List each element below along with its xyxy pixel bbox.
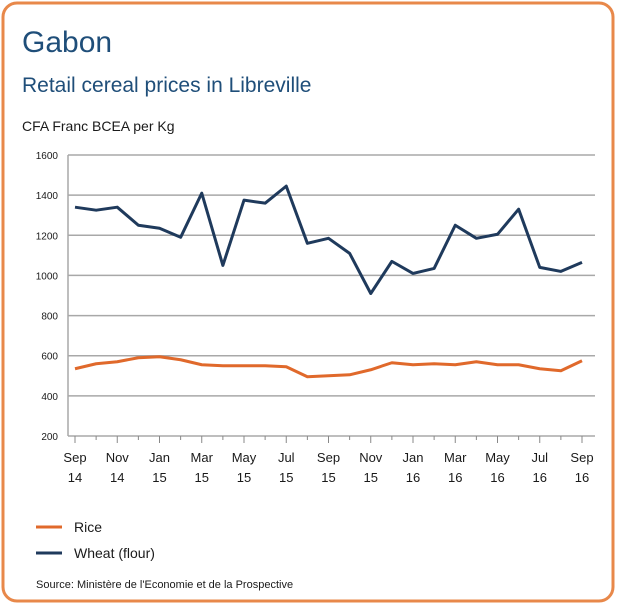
x-tick-label: May [485,450,510,465]
x-tick-label: 15 [279,470,293,485]
x-tick-label: Jan [403,450,424,465]
legend-label: Wheat (flour) [74,545,155,561]
y-tick-label: 800 [41,312,58,323]
x-tick-label: 16 [575,470,589,485]
x-tick-label: 15 [237,470,251,485]
legend-label: Rice [74,519,102,535]
x-tick-label: Sep [63,450,86,465]
source: Source: Ministère de l'Economie et de la… [36,579,293,591]
x-tick-label: 14 [110,470,124,485]
x-tick-label: Jan [149,450,170,465]
x-tick-label: Jul [278,450,295,465]
x-tick-label: Mar [444,450,467,465]
y-tick-label: 1400 [36,191,59,202]
chart-title: Gabon [22,26,112,59]
y-tick-label: 1200 [36,231,59,242]
x-tick-label: Sep [570,450,593,465]
y-axis-label: CFA Franc BCEA per Kg [22,118,175,134]
x-tick-label: 15 [364,470,378,485]
y-tick-label: 1000 [36,271,59,282]
x-tick-label: 16 [448,470,462,485]
line-series [74,355,583,379]
x-tick-label: 15 [321,470,335,485]
y-tick-label: 600 [41,352,58,363]
x-tick-label: Jul [531,450,548,465]
x-tick-label: 16 [406,470,420,485]
x-tick-label: Nov [359,450,383,465]
x-tick-label: 15 [152,470,166,485]
y-tick-label: 1600 [36,151,59,162]
x-tick-label: 16 [490,470,504,485]
x-tick-label: Mar [191,450,214,465]
x-tick-label: Sep [317,450,340,465]
y-tick-label: 400 [41,392,58,403]
x-tick-label: 16 [533,470,547,485]
x-tick-label: Nov [106,450,130,465]
x-tick-label: 14 [68,470,82,485]
chart-subtitle: Retail cereal prices in Libreville [22,74,311,97]
x-tick-label: 15 [195,470,209,485]
y-tick-label: 200 [41,432,58,443]
line-series [74,184,583,295]
x-tick-label: May [232,450,257,465]
